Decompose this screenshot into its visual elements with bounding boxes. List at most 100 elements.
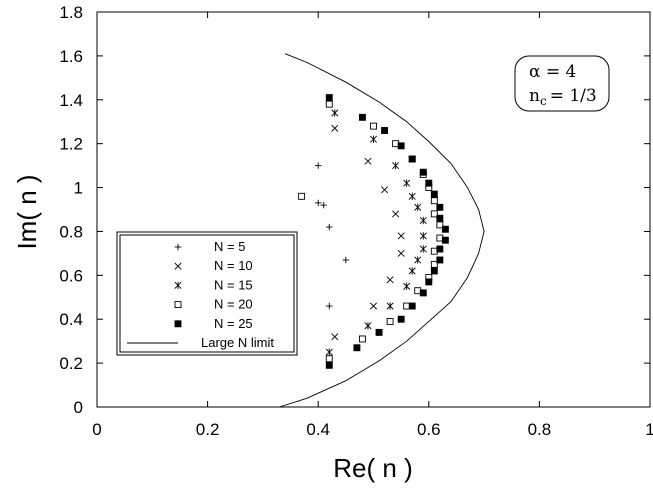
- data-point: [436, 256, 444, 264]
- data-point: [358, 335, 366, 343]
- data-point: [419, 216, 427, 225]
- data-point: [397, 315, 405, 323]
- data-point: [370, 122, 377, 130]
- data-point: [436, 245, 444, 253]
- data-point: [315, 162, 322, 169]
- plot-frame: [96, 11, 651, 408]
- legend-symbol: [174, 243, 182, 251]
- legend-label: N = 20: [214, 297, 253, 312]
- legend-item-n-25: N = 25: [174, 316, 253, 331]
- data-point: [419, 232, 427, 240]
- data-point: [386, 317, 394, 325]
- data-point: [408, 192, 416, 201]
- y-tick-label: 1.4: [59, 91, 83, 110]
- data-point: [325, 355, 333, 363]
- data-point: [298, 192, 306, 200]
- legend-symbol: [174, 320, 182, 328]
- data-point: [325, 100, 333, 108]
- legend-symbol: [174, 301, 182, 309]
- data-point: [430, 267, 438, 275]
- data-point: [392, 161, 400, 170]
- data-point: [397, 249, 405, 257]
- data-point: [408, 155, 416, 163]
- data-point: [331, 109, 339, 117]
- data-point: [364, 157, 372, 165]
- data-point: [369, 302, 378, 310]
- data-point: [325, 94, 333, 102]
- data-point: [325, 361, 333, 369]
- data-point: [326, 302, 333, 310]
- legend-symbol: [174, 281, 182, 290]
- data-point: [392, 210, 400, 218]
- data-point: [414, 203, 422, 212]
- data-point: [353, 344, 361, 352]
- x-tick-label: 0.6: [417, 420, 441, 439]
- x-tick-label: 0: [92, 420, 101, 439]
- legend-item-n-5: N = 5: [174, 239, 245, 254]
- marker-stroke: [369, 302, 378, 310]
- legend-label: N = 10: [214, 258, 253, 273]
- legend-label: N = 25: [214, 316, 253, 331]
- data-point: [381, 127, 389, 134]
- data-point: [430, 190, 438, 198]
- data-point: [425, 278, 433, 286]
- data-point: [408, 302, 416, 310]
- x-tick-label: 0.2: [196, 420, 220, 439]
- x-axis-title: Re( n ): [333, 453, 412, 483]
- marker-stroke: [386, 276, 394, 284]
- y-axis-title: Im( n ): [12, 174, 42, 249]
- x-tick-label: 0.4: [306, 420, 330, 439]
- legend-symbol: [174, 262, 182, 270]
- data-point: [403, 282, 411, 291]
- series-n-15: [325, 109, 427, 356]
- marker-stroke: [397, 232, 405, 240]
- legend: N = 5 N = 10 N = 15 N = 20 N = 25 Large N lim…: [116, 231, 298, 356]
- axis-ticks: 0 0.2 0.4 0.6 0.8 1 0 0.2 0.4 0.6 0.8 1 1.2 1.4 1.6 1.8: [59, 3, 653, 439]
- curve-layer: [279, 53, 485, 408]
- marker-stroke: [381, 186, 389, 194]
- legend-label: Large N limit: [201, 335, 274, 350]
- data-point: [381, 186, 389, 194]
- data-point: [358, 113, 366, 121]
- alpha-label: α = 4: [529, 62, 576, 82]
- legend-item-large-n-limit: Large N limit: [127, 335, 274, 350]
- marker-stroke: [174, 262, 182, 270]
- legend-box-outer: [116, 231, 298, 356]
- y-tick-label: 1: [74, 179, 83, 198]
- y-tick-label: 0.2: [59, 354, 83, 373]
- data-point: [342, 256, 350, 264]
- y-tick-label: 1.2: [59, 135, 83, 154]
- y-tick-label: 0.6: [59, 266, 83, 285]
- data-point: [441, 236, 449, 244]
- data-point: [364, 322, 372, 330]
- marker-stroke: [397, 249, 405, 257]
- nc-label: nc = 1/3: [529, 86, 597, 108]
- data-point: [397, 142, 405, 150]
- data-point: [326, 223, 333, 231]
- series-n-25: [325, 94, 449, 369]
- x-tick-label: 1: [645, 420, 653, 439]
- data-point: [375, 328, 383, 336]
- y-tick-label: 0.8: [59, 222, 83, 241]
- data-point: [403, 179, 411, 187]
- data-point: [436, 203, 444, 211]
- data-point: [386, 276, 394, 284]
- legend-label: N = 15: [214, 277, 253, 292]
- data-point: [414, 256, 422, 264]
- marker-stroke: [331, 124, 339, 132]
- data-point: [408, 267, 416, 275]
- data-point: [441, 225, 449, 233]
- data-point: [430, 197, 438, 205]
- legend-item-n-20: N = 20: [174, 297, 253, 312]
- parameter-box: [514, 55, 610, 112]
- y-tick-label: 0.4: [59, 310, 83, 329]
- y-tick-label: 0: [74, 398, 83, 417]
- marker-stroke: [392, 210, 400, 218]
- legend-item-n-10: N = 10: [174, 258, 253, 273]
- series-n-5: [315, 162, 350, 310]
- data-point: [369, 135, 378, 143]
- legend-box-inner: [119, 234, 295, 353]
- data-point: [386, 302, 394, 310]
- data-point: [436, 214, 444, 222]
